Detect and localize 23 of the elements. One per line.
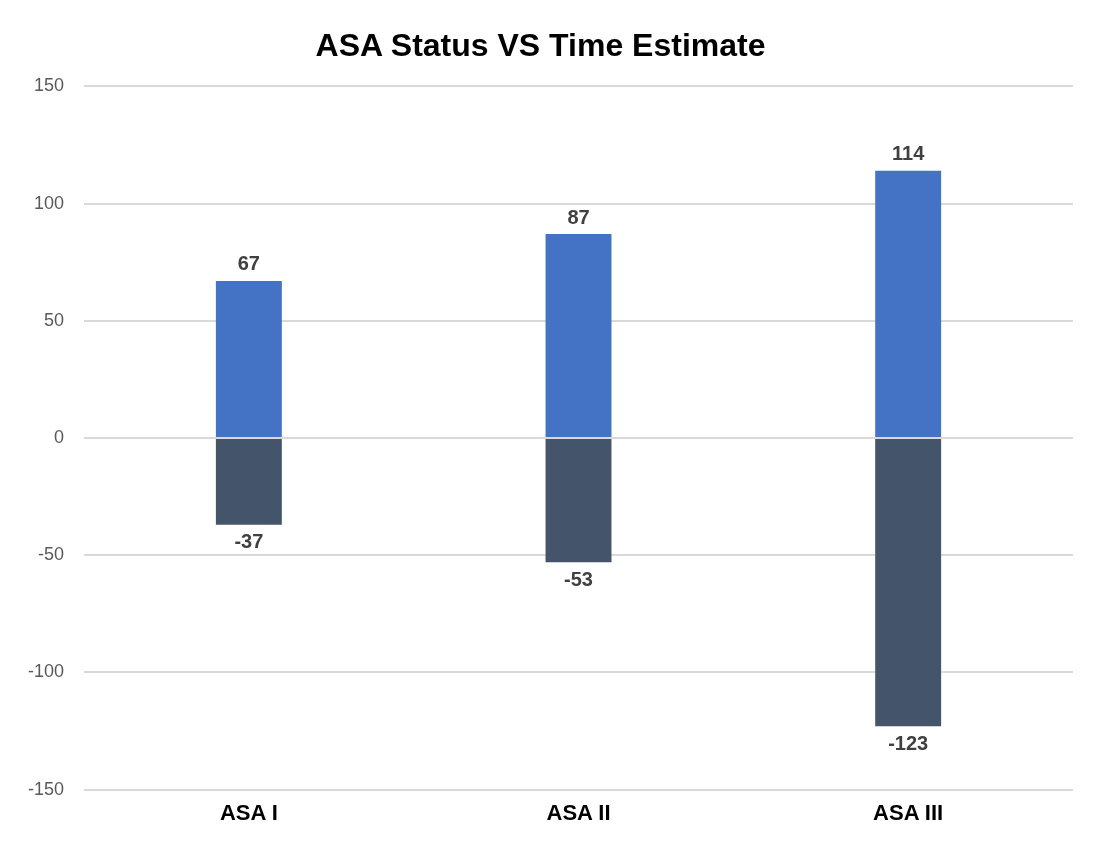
y-tick-label: 50 bbox=[44, 309, 65, 330]
x-tick-label: ASA I bbox=[219, 799, 278, 825]
y-tick-label: -100 bbox=[28, 661, 65, 682]
data-label: -37 bbox=[234, 530, 264, 553]
data-label: 87 bbox=[567, 205, 590, 228]
bar bbox=[215, 280, 282, 437]
data-label: -123 bbox=[888, 731, 929, 754]
x-tick-label: ASA II bbox=[546, 799, 611, 825]
data-label: -53 bbox=[564, 567, 593, 590]
bar bbox=[875, 439, 942, 727]
data-label: 114 bbox=[892, 142, 926, 165]
y-tick-label: 0 bbox=[54, 426, 65, 447]
y-tick-label: -50 bbox=[38, 544, 65, 565]
data-label: 67 bbox=[237, 252, 260, 275]
bar bbox=[215, 439, 282, 525]
bar bbox=[545, 234, 612, 437]
x-tick-label: ASA III bbox=[873, 799, 944, 825]
y-tick-label: -150 bbox=[28, 778, 65, 799]
y-tick-label: 100 bbox=[33, 192, 65, 213]
bar bbox=[545, 439, 612, 563]
chart-title: ASA Status VS Time Estimate bbox=[315, 27, 766, 64]
bar bbox=[875, 170, 942, 437]
y-tick-label: 150 bbox=[33, 75, 65, 96]
